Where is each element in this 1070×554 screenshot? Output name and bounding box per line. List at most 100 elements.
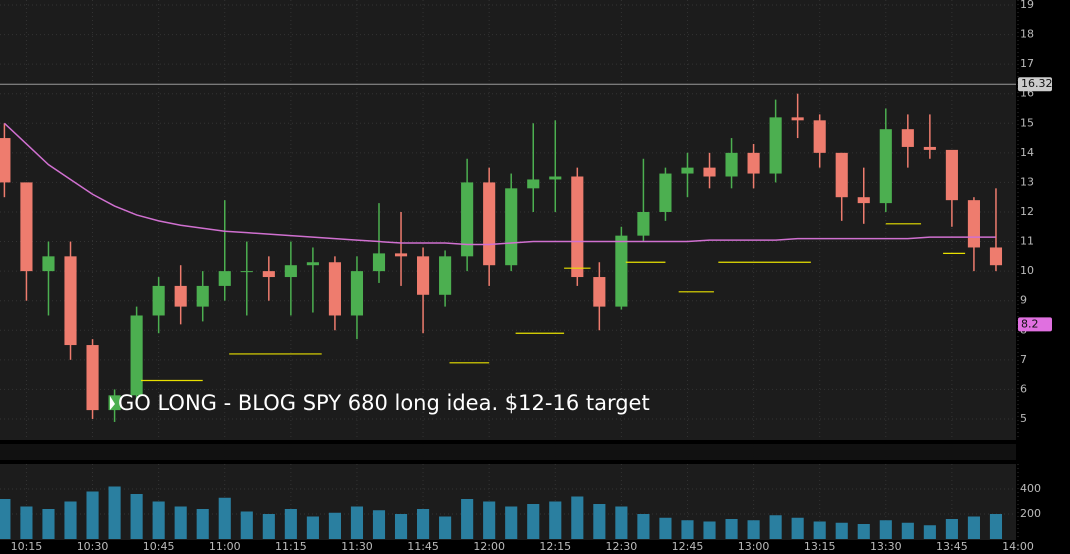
annotation-arrow bbox=[110, 396, 115, 410]
x-tick-label: 12:30 bbox=[606, 540, 638, 553]
x-tick-label: 10:45 bbox=[143, 540, 175, 553]
volume-bar bbox=[813, 521, 826, 539]
volume-bar bbox=[20, 506, 33, 539]
candle-body bbox=[791, 117, 804, 121]
volume-bar bbox=[967, 516, 980, 539]
x-tick-label: 12:00 bbox=[473, 540, 505, 553]
price-tag-label: 8.2 bbox=[1021, 317, 1039, 330]
volume-bar bbox=[483, 501, 496, 539]
price-tag bbox=[1018, 317, 1052, 332]
volume-bar bbox=[857, 524, 870, 539]
y-tick-label: 15 bbox=[1020, 116, 1034, 129]
volume-bar bbox=[989, 514, 1003, 539]
volume-bar bbox=[130, 494, 143, 539]
volume-bar bbox=[350, 506, 364, 539]
volume-bar bbox=[240, 511, 253, 539]
volume-bar bbox=[284, 509, 297, 539]
candle-body bbox=[857, 197, 870, 204]
volume-bar bbox=[769, 515, 782, 539]
candle-body bbox=[174, 285, 187, 307]
volume-bar bbox=[945, 519, 958, 539]
volume-bar bbox=[394, 514, 408, 539]
x-tick-label: 12:45 bbox=[672, 540, 704, 553]
y-tick-label: 13 bbox=[1020, 175, 1034, 188]
volume-bar bbox=[659, 517, 672, 539]
y-tick-label: 14 bbox=[1020, 146, 1034, 159]
y2-tick-label: 400 bbox=[1020, 482, 1041, 495]
volume-bar bbox=[923, 525, 936, 539]
x-tick-label: 11:00 bbox=[209, 540, 241, 553]
x-tick-label: 13:15 bbox=[804, 540, 836, 553]
candle-body bbox=[505, 188, 518, 266]
volume-bar bbox=[593, 504, 606, 539]
candle-body bbox=[703, 167, 716, 177]
candle-body bbox=[394, 253, 408, 257]
candle-body bbox=[218, 271, 231, 286]
x-tick-label: 11:45 bbox=[407, 540, 439, 553]
candle-body bbox=[571, 176, 584, 278]
y-tick-label: 19 bbox=[1020, 0, 1034, 11]
candle-body bbox=[240, 271, 253, 273]
candle-body bbox=[439, 256, 452, 295]
volume-bar bbox=[615, 506, 628, 539]
volume-bar bbox=[262, 514, 275, 539]
x-tick-label: 13:45 bbox=[936, 540, 968, 553]
candle-body bbox=[483, 182, 496, 266]
volume-bar bbox=[417, 509, 430, 539]
candle-body bbox=[152, 285, 165, 316]
y-tick-label: 11 bbox=[1020, 235, 1034, 248]
volume-bar bbox=[681, 520, 694, 539]
x-tick-label: 11:30 bbox=[341, 540, 373, 553]
volume-bar bbox=[835, 522, 848, 539]
candle-body bbox=[130, 315, 143, 396]
annotation: GO LONG - BLOG SPY 680 long idea. $12-16… bbox=[118, 391, 650, 415]
candle-body bbox=[262, 271, 275, 278]
volume-bar bbox=[461, 499, 474, 539]
volume-bar bbox=[571, 496, 584, 539]
volume-bar bbox=[747, 520, 760, 539]
y-tick-label: 9 bbox=[1020, 294, 1027, 307]
volume-bar bbox=[901, 522, 914, 539]
candle-body bbox=[284, 265, 297, 278]
x-tick-label: 13:30 bbox=[870, 540, 902, 553]
x-tick-label: 12:15 bbox=[539, 540, 571, 553]
y-tick-label: 7 bbox=[1020, 353, 1027, 366]
candle-body bbox=[372, 253, 386, 272]
candle-body bbox=[461, 182, 474, 257]
candle-body bbox=[989, 247, 1003, 266]
candle-body bbox=[835, 152, 848, 198]
candle-body bbox=[923, 146, 936, 150]
candle-body bbox=[350, 271, 364, 316]
x-tick-label: 10:30 bbox=[77, 540, 109, 553]
y-tick-label: 5 bbox=[1020, 412, 1027, 425]
volume-bar bbox=[218, 497, 231, 539]
candle-body bbox=[42, 256, 55, 272]
volume-bar bbox=[152, 501, 165, 539]
candle-body bbox=[615, 235, 628, 307]
volume-bar bbox=[42, 509, 55, 539]
candle-body bbox=[725, 152, 738, 177]
candle-body bbox=[659, 173, 672, 212]
candle-body bbox=[64, 256, 77, 346]
candle-body bbox=[196, 285, 209, 307]
y-tick-label: 10 bbox=[1020, 264, 1034, 277]
candle-body bbox=[637, 211, 650, 236]
volume-bar bbox=[725, 519, 738, 539]
volume-bar bbox=[372, 510, 386, 539]
candle-body bbox=[593, 277, 606, 307]
volume-bar bbox=[879, 520, 892, 539]
candle-body bbox=[945, 149, 958, 201]
volume-bar bbox=[108, 486, 121, 539]
candle-body bbox=[328, 262, 341, 316]
candle-body bbox=[0, 138, 11, 183]
candle-body bbox=[769, 117, 782, 174]
candle-body bbox=[20, 182, 33, 272]
candle-body bbox=[417, 256, 430, 295]
volume-bar bbox=[549, 501, 562, 539]
volume-bar bbox=[328, 512, 341, 539]
candle-body bbox=[549, 176, 562, 180]
volume-bar bbox=[86, 491, 99, 539]
volume-bar bbox=[703, 521, 716, 539]
candle-body bbox=[681, 167, 694, 174]
